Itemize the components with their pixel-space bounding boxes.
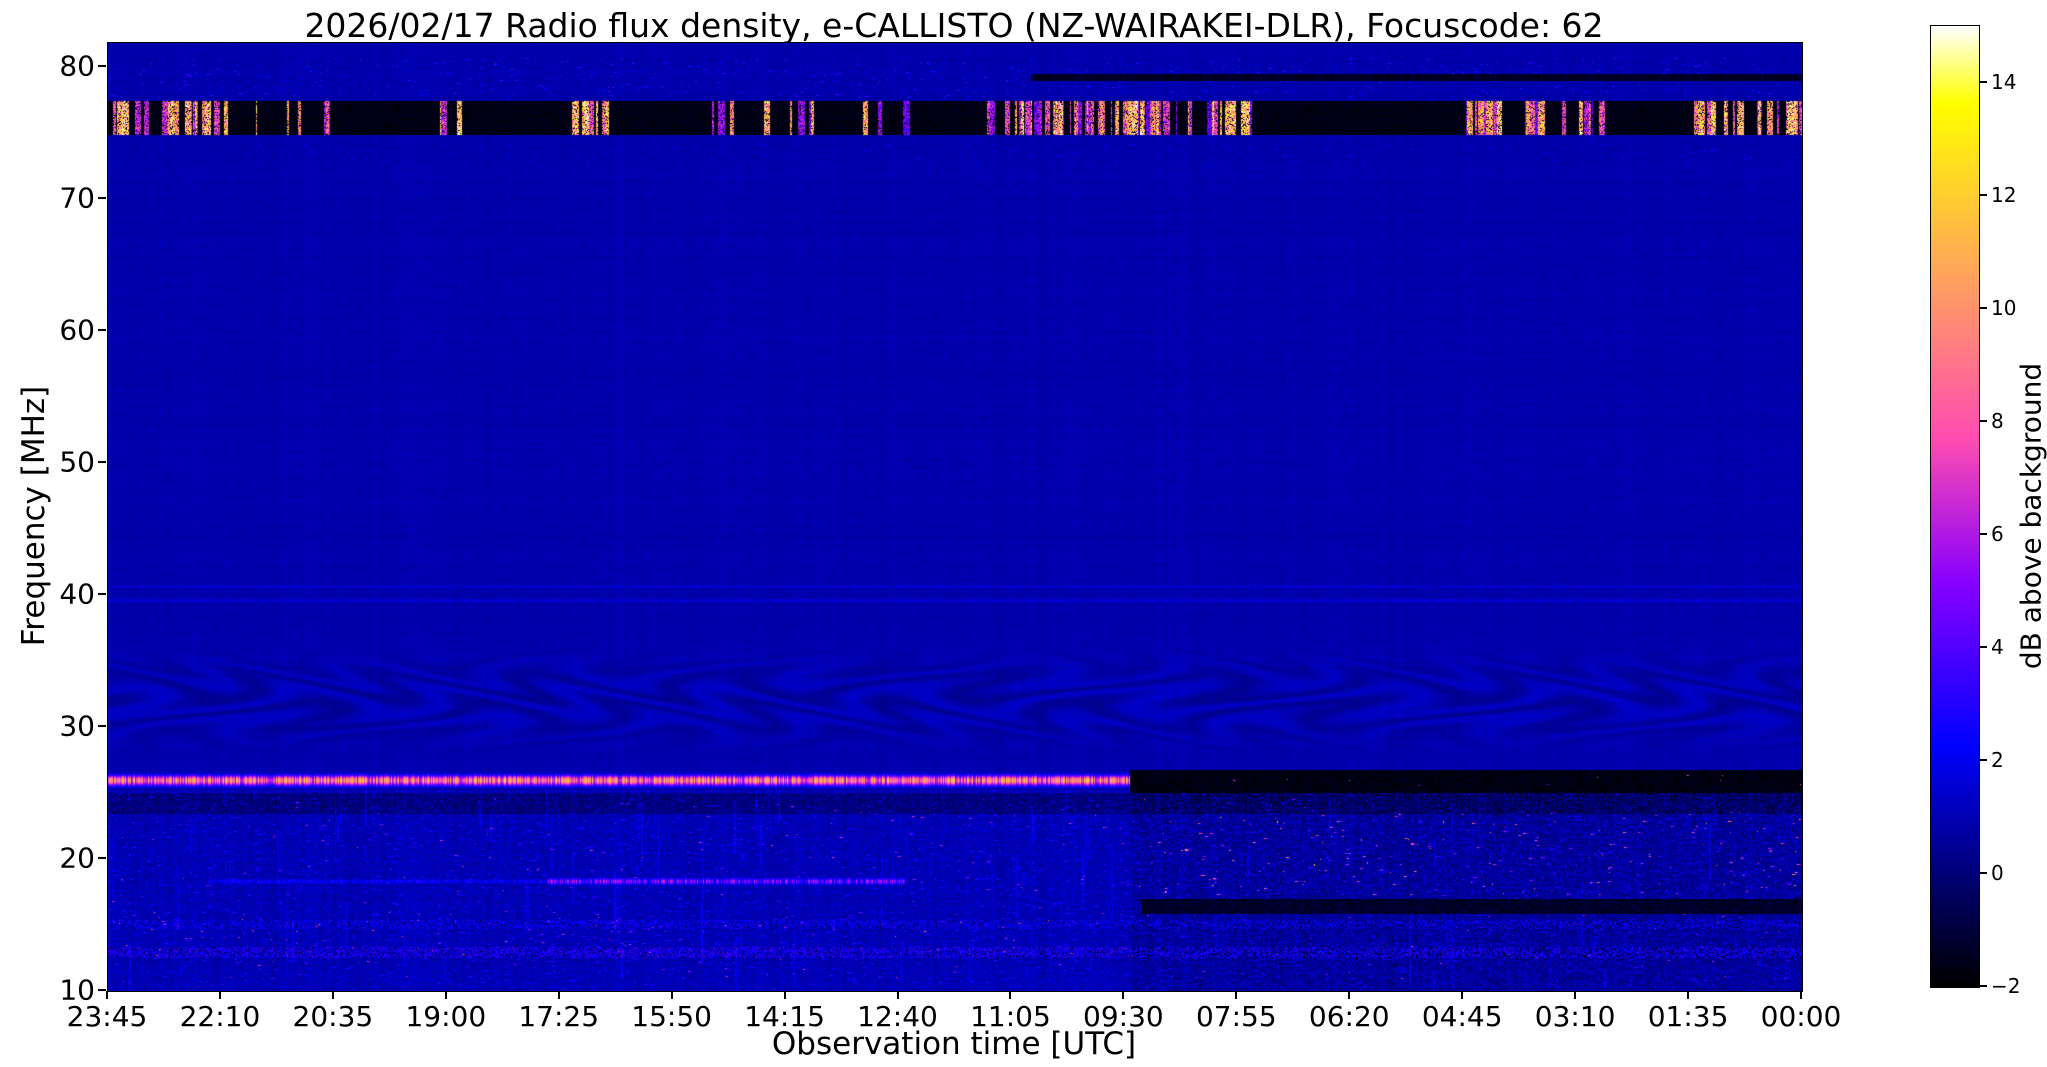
colorbar-tick-label: 0 (1991, 860, 2004, 885)
x-tick-label: 17:25 (518, 1000, 600, 1033)
colorbar-tick-mark (1980, 871, 1987, 874)
colorbar-tick-label: 10 (1991, 295, 2017, 320)
y-tick-mark (98, 460, 106, 463)
x-tick-mark (218, 991, 221, 999)
y-tick-label: 70 (59, 181, 95, 215)
x-tick-label: 01:35 (1647, 1000, 1729, 1033)
x-tick-label: 03:10 (1534, 1000, 1616, 1033)
x-tick-mark (1461, 991, 1464, 999)
colorbar-tick-label: 4 (1991, 634, 2004, 659)
colorbar-tick-mark (1980, 758, 1987, 761)
x-tick-mark (1687, 991, 1690, 999)
colorbar-tick-mark (1980, 80, 1987, 83)
y-tick-mark (98, 724, 106, 727)
plot-area (107, 42, 1803, 992)
plot-title: 2026/02/17 Radio flux density, e-CALLIST… (304, 6, 1604, 45)
x-tick-mark (783, 991, 786, 999)
x-tick-label: 00:00 (1760, 1000, 1842, 1033)
colorbar-label: dB above background (2014, 362, 2047, 670)
x-axis-label: Observation time [UTC] (771, 1026, 1137, 1062)
y-tick-label: 30 (59, 709, 95, 743)
x-tick-mark (444, 991, 447, 999)
y-tick-label: 10 (59, 973, 95, 1007)
y-tick-label: 40 (59, 577, 95, 611)
x-tick-mark (106, 991, 108, 999)
x-tick-label: 09:30 (1083, 1000, 1164, 1033)
x-tick-mark (1235, 991, 1238, 999)
y-axis-label: Frequency [MHz] (16, 385, 52, 647)
colorbar-tick-label: 2 (1991, 747, 2004, 772)
x-tick-mark (1574, 991, 1577, 999)
colorbar-tick-mark (1980, 419, 1987, 422)
colorbar-tick-mark (1980, 193, 1987, 196)
y-tick-mark (98, 196, 106, 199)
colorbar-tick-mark (1980, 532, 1987, 535)
y-tick-mark (98, 64, 106, 67)
x-tick-mark (1348, 991, 1351, 999)
y-tick-mark (98, 989, 106, 991)
colorbar-tick-mark (1980, 306, 1987, 309)
y-tick-mark (98, 856, 106, 859)
x-tick-mark (670, 991, 673, 999)
x-tick-label: 12:40 (857, 1000, 938, 1033)
colorbar (1930, 25, 1980, 988)
x-tick-mark (896, 991, 899, 999)
colorbar-tick-mark (1980, 645, 1987, 648)
y-tick-label: 50 (59, 445, 95, 479)
colorbar-tick-mark (1980, 985, 1987, 987)
spectrogram-canvas (108, 43, 1802, 991)
y-tick-label: 80 (59, 49, 95, 83)
colorbar-tick-label: 6 (1991, 521, 2004, 546)
colorbar-tick-label: −2 (1991, 974, 2021, 998)
y-tick-mark (98, 328, 106, 331)
x-tick-mark (557, 991, 560, 999)
colorbar-tick-label: 14 (1991, 69, 2017, 94)
x-tick-label: 04:45 (1421, 1000, 1503, 1033)
colorbar-canvas (1931, 26, 1979, 987)
x-tick-label: 11:05 (970, 1000, 1051, 1033)
x-tick-mark (1009, 991, 1012, 999)
x-tick-label: 06:20 (1308, 1000, 1390, 1033)
x-tick-label: 19:00 (405, 1000, 487, 1033)
y-tick-label: 20 (59, 841, 95, 875)
x-tick-label: 14:15 (744, 1000, 825, 1033)
x-tick-label: 15:50 (631, 1000, 713, 1033)
x-tick-mark (331, 991, 334, 999)
y-tick-mark (98, 592, 106, 595)
colorbar-tick-label: 12 (1991, 182, 2017, 207)
x-tick-label: 20:35 (292, 1000, 374, 1033)
x-tick-label: 22:10 (179, 1000, 261, 1033)
colorbar-tick-label: 8 (1991, 408, 2004, 433)
x-tick-label: 07:55 (1195, 1000, 1277, 1033)
x-tick-mark (1122, 991, 1125, 999)
x-tick-mark (1800, 991, 1802, 999)
x-tick-label: 23:45 (66, 1000, 148, 1033)
y-tick-label: 60 (59, 313, 95, 347)
